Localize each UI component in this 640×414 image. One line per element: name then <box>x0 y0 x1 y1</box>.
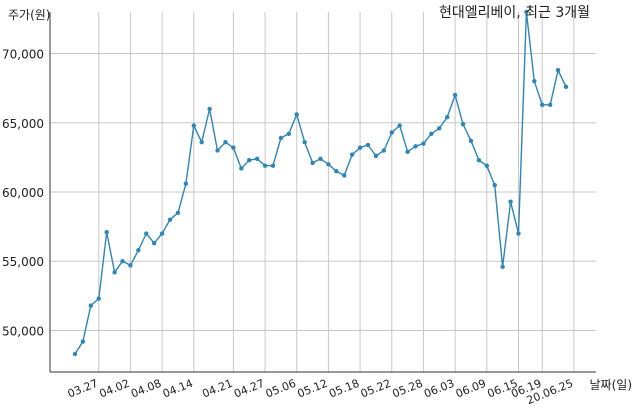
data-point <box>349 152 355 157</box>
data-point <box>381 148 387 153</box>
data-point <box>532 79 537 84</box>
data-point <box>524 9 529 15</box>
x-tick-label: 04.21 <box>200 377 234 401</box>
x-axis-label: 날짜(일) <box>590 378 632 392</box>
data-point <box>468 138 474 143</box>
data-point <box>151 241 157 246</box>
data-point <box>199 139 204 145</box>
axes <box>49 12 596 373</box>
x-tick-label: 05.12 <box>295 377 329 401</box>
data-point <box>421 141 426 146</box>
data-point <box>318 156 323 161</box>
data-point <box>231 145 236 150</box>
x-tick-label: 05.22 <box>359 377 393 401</box>
x-tick-label: 04.14 <box>161 377 195 401</box>
data-point <box>476 157 482 163</box>
x-tick-label: 06.03 <box>422 377 456 401</box>
data-point <box>144 231 149 236</box>
data-point <box>278 135 284 141</box>
x-tick-label: 05.18 <box>327 377 361 401</box>
data-point <box>262 163 268 168</box>
data-point <box>357 145 363 150</box>
data-point <box>334 169 339 174</box>
data-point <box>326 162 331 167</box>
data-point <box>72 351 78 357</box>
data-point <box>247 157 252 163</box>
data-point <box>429 131 434 137</box>
y-tick-label: 60,000 <box>2 186 44 200</box>
y-tick-label: 70,000 <box>2 48 44 62</box>
data-point <box>342 173 347 178</box>
series-line <box>74 11 567 355</box>
y-axis-label: 주가(원) <box>8 8 50 22</box>
data-point <box>310 160 315 166</box>
data-point <box>254 156 260 161</box>
data-point <box>516 231 521 236</box>
data-point <box>175 210 181 215</box>
data-point <box>540 102 545 107</box>
data-point <box>437 126 442 131</box>
data-point <box>223 139 228 145</box>
data-point <box>270 163 276 168</box>
x-tick-label: 04.08 <box>129 377 163 401</box>
data-point <box>508 199 513 204</box>
x-tick-label: 05.28 <box>390 377 424 401</box>
x-tick-label: 03.27 <box>66 377 100 401</box>
y-tick-label: 65,000 <box>2 117 44 131</box>
x-tick-label: 04.27 <box>232 377 266 401</box>
data-point <box>294 112 299 117</box>
x-tick-label: 05.06 <box>264 377 298 401</box>
data-point <box>302 139 307 145</box>
data-point <box>484 163 490 168</box>
data-point <box>547 102 553 107</box>
chart-title: 현대엘리베이, 최근 3개월 <box>439 5 590 21</box>
data-point <box>555 67 561 73</box>
data-point <box>239 166 244 171</box>
data-point <box>452 92 458 98</box>
data-point <box>500 264 505 269</box>
data-point <box>88 303 94 308</box>
data-point <box>405 149 410 155</box>
data-point <box>365 142 371 148</box>
data-point <box>128 263 133 268</box>
data-point <box>215 148 220 153</box>
data-point <box>183 181 189 186</box>
y-tick-label: 50,000 <box>2 324 44 338</box>
data-point <box>492 182 497 188</box>
data-point <box>286 131 292 137</box>
data-point <box>413 144 418 149</box>
x-tick-label: 04.02 <box>97 377 131 401</box>
data-point <box>112 270 117 275</box>
data-point <box>397 123 402 128</box>
y-tick-label: 55,000 <box>2 255 44 269</box>
series-price <box>72 9 569 357</box>
data-point <box>373 153 379 159</box>
data-point <box>191 123 196 128</box>
y-tick-labels: 50,000 55,000 60,000 65,000 70,000 <box>2 48 44 339</box>
data-point <box>120 259 125 264</box>
data-point <box>96 296 101 301</box>
data-point <box>159 231 165 236</box>
data-point <box>136 247 141 253</box>
data-point <box>104 229 109 235</box>
x-tick-label: 06.09 <box>454 377 488 401</box>
data-point <box>563 84 569 89</box>
data-point <box>389 130 394 135</box>
data-point <box>445 115 450 120</box>
data-point <box>80 339 86 344</box>
data-point <box>167 217 173 222</box>
data-point <box>207 106 212 112</box>
data-point <box>460 121 466 127</box>
gridlines <box>50 12 596 372</box>
